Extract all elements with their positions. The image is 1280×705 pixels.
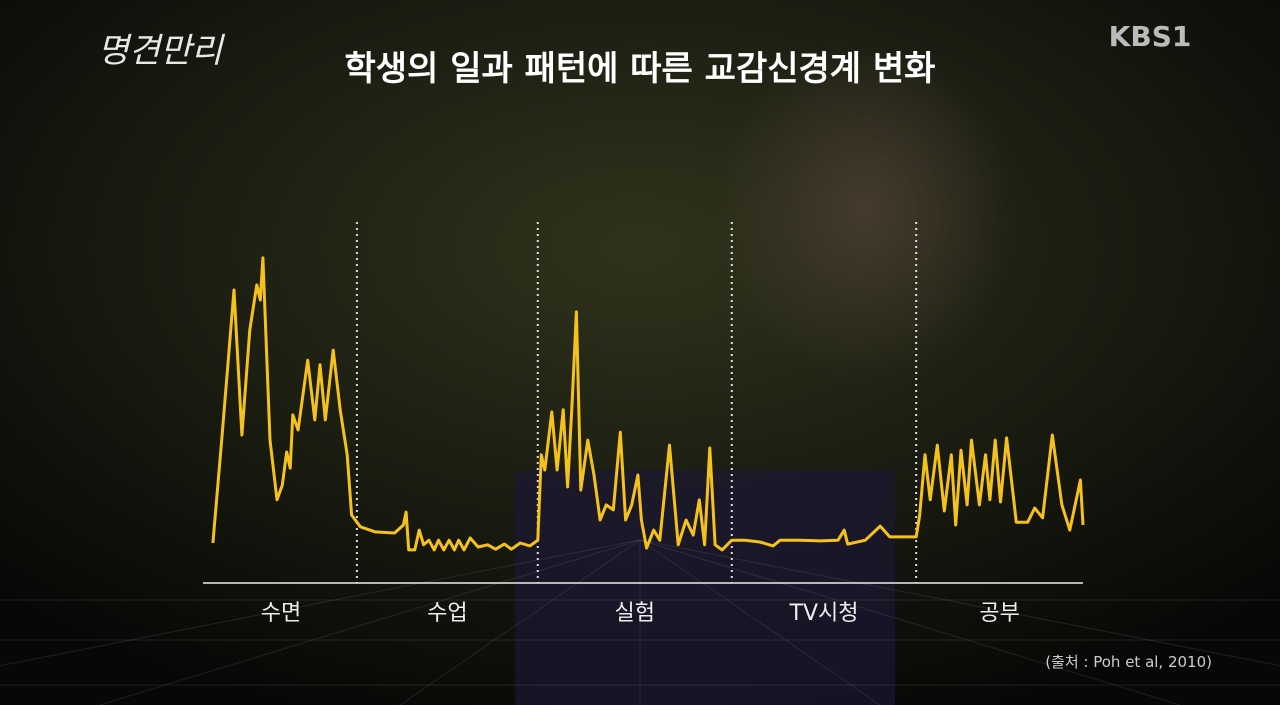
background-figure bbox=[715, 40, 1015, 380]
background-book bbox=[515, 470, 895, 705]
data-line bbox=[211, 256, 1085, 552]
x-tick-label: TV시청 bbox=[789, 601, 859, 626]
logo: 명견만리 bbox=[97, 31, 225, 71]
channel-logo: KBS1 bbox=[1109, 20, 1192, 53]
source: (출처 : Poh et al, 2010) bbox=[1045, 653, 1212, 671]
chart-title: 학생의 일과 패턴에 따른 교감신경계 변화 bbox=[345, 49, 936, 89]
x-tick-label: 수면 bbox=[261, 601, 301, 626]
x-tick-label: 수업 bbox=[427, 601, 467, 626]
x-tick-label: 공부 bbox=[979, 601, 1019, 626]
x-tick-label: 실험 bbox=[615, 601, 655, 626]
floor-grid bbox=[0, 539, 1280, 705]
